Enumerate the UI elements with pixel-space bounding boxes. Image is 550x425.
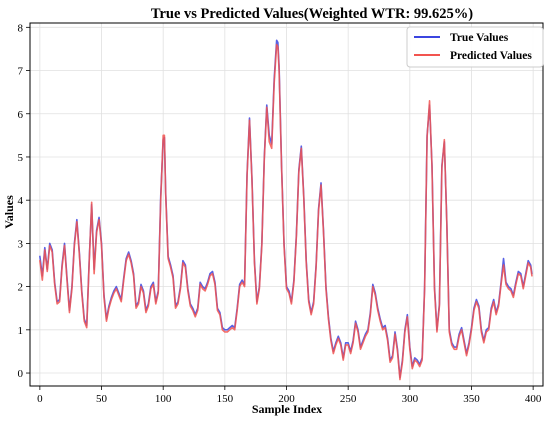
series-line-predicted-values [39, 43, 533, 381]
y-tick-label: 7 [18, 66, 24, 78]
y-axis-ticks: 0 1 2 3 4 5 6 7 8 [18, 22, 30, 380]
x-tick-label: 150 [217, 393, 234, 405]
y-tick-label: 4 [18, 195, 24, 207]
x-tick-label: 200 [278, 393, 295, 405]
y-tick-label: 8 [18, 22, 24, 34]
x-tick-label: 0 [37, 393, 43, 405]
x-tick-label: 250 [340, 393, 357, 405]
y-tick-label: 1 [18, 325, 24, 337]
x-tick-label: 50 [96, 393, 108, 405]
y-tick-label: 3 [18, 238, 24, 250]
y-axis-label: Values [2, 195, 16, 229]
y-tick-label: 2 [18, 282, 24, 294]
y-tick-label: 5 [18, 152, 24, 164]
legend-box [406, 26, 544, 68]
legend-label-true-values: True Values [450, 32, 509, 44]
legend-label-predicted-values: Predicted Values [450, 50, 532, 62]
x-tick-label: 350 [463, 393, 480, 405]
chart-title: True vs Predicted Values(Weighted WTR: 9… [151, 6, 473, 22]
x-tick-label: 400 [525, 393, 542, 405]
x-tick-label: 300 [402, 393, 419, 405]
y-tick-label: 6 [18, 109, 24, 121]
y-tick-label: 0 [18, 368, 24, 380]
x-tick-label: 100 [155, 393, 172, 405]
legend: True Values Predicted Values [406, 26, 544, 68]
x-axis-label: Sample Index [252, 402, 322, 416]
grid-lines [30, 23, 543, 386]
x-axis-ticks: 0 50 100 150 200 250 300 350 400 [37, 386, 542, 405]
series-lines [39, 39, 533, 381]
